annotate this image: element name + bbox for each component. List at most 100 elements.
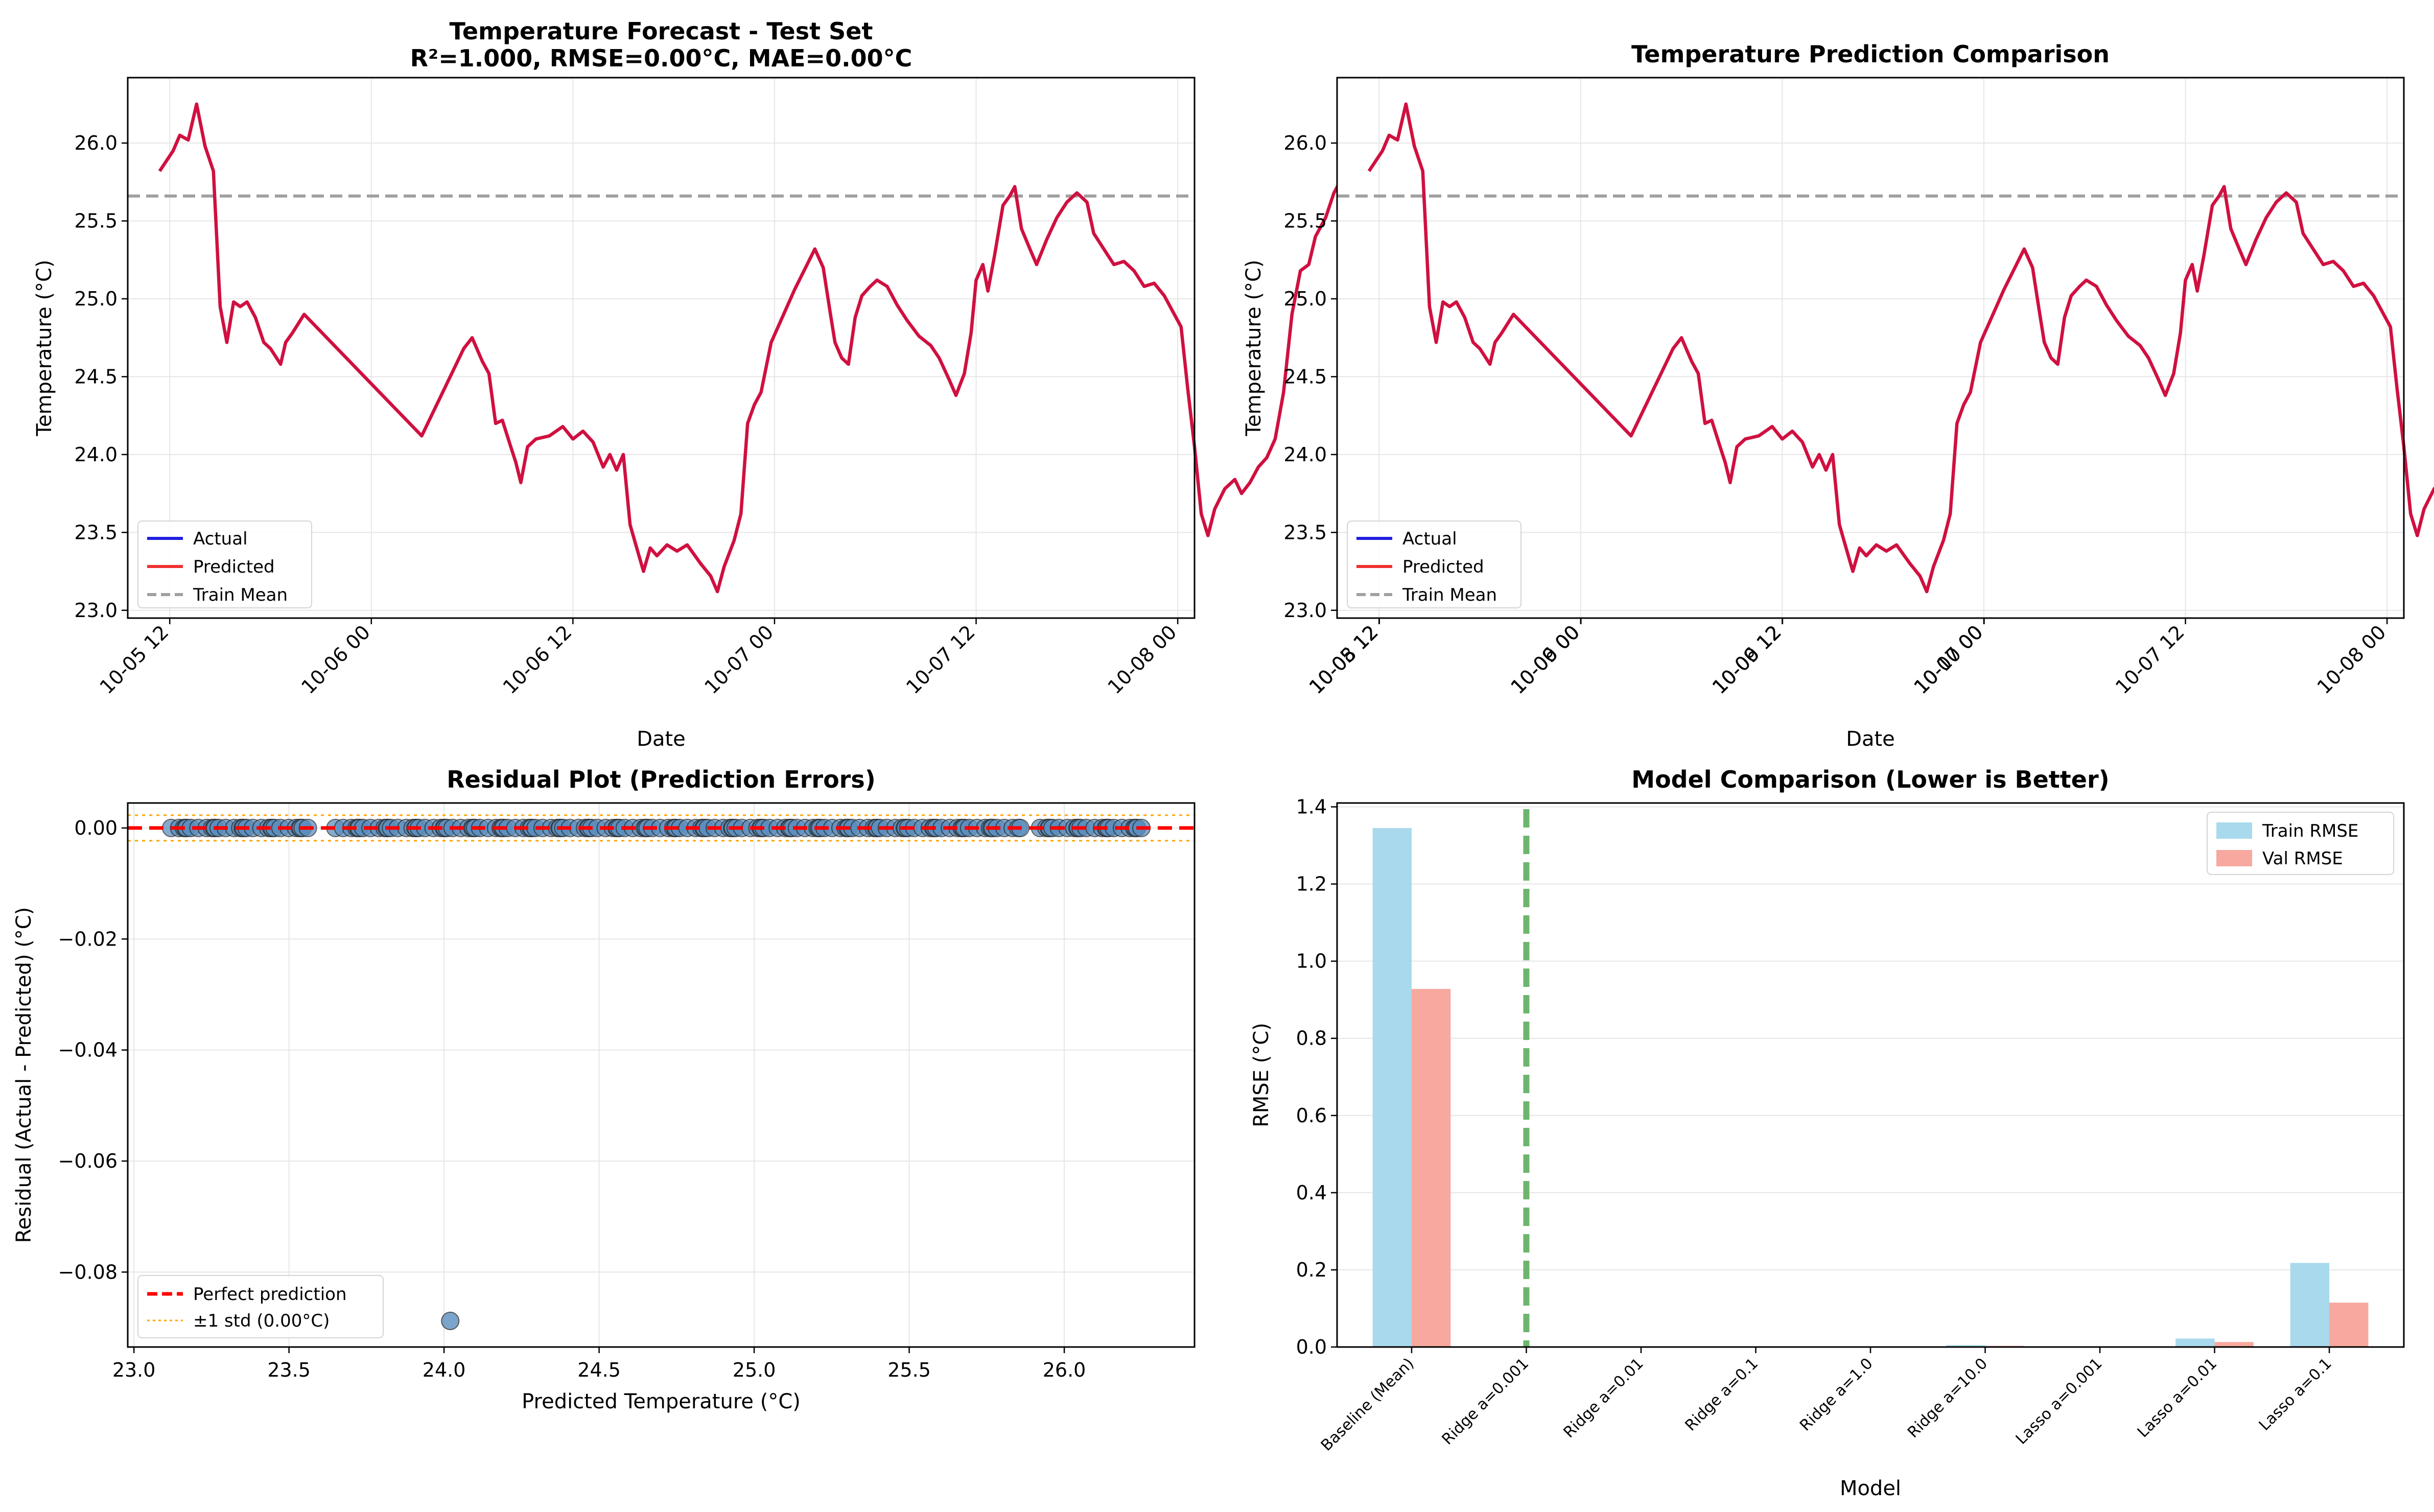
legend-label: Train RMSE xyxy=(2262,821,2358,841)
plot-area xyxy=(128,803,1195,1347)
y-tick-label: −0.02 xyxy=(58,928,118,950)
x-tick-label: 10-05 12 xyxy=(96,621,173,698)
y-tick-label: 24.5 xyxy=(74,365,118,388)
y-tick-label: 0.2 xyxy=(1296,1259,1327,1281)
y-tick-label: 23.5 xyxy=(1283,521,1327,544)
chart-title: Model Comparison (Lower is Better) xyxy=(1631,766,2109,793)
y-tick-label: 1.2 xyxy=(1296,873,1327,895)
chart-title: Temperature Prediction Comparison xyxy=(1631,40,2110,68)
y-tick-label: 0.8 xyxy=(1296,1027,1327,1050)
y-tick-label: 25.5 xyxy=(1283,210,1327,232)
y-axis-label: Residual (Actual - Predicted) (°C) xyxy=(12,907,36,1243)
x-axis-label: Predicted Temperature (°C) xyxy=(522,1390,801,1413)
bar-val xyxy=(2329,1303,2369,1347)
chart-panel-comparison: 10-05 12 10-06 00 10-06 12 10-07 00 10-07 12… xyxy=(1242,40,2434,751)
y-tick-label: 0.4 xyxy=(1296,1182,1327,1204)
axes-frame xyxy=(127,802,1196,1348)
x-tick-label: 24.5 xyxy=(577,1359,621,1381)
series-line-predicted xyxy=(158,102,1401,594)
chart-panel-residuals: 23.0 23.5 24.0 24.5 25.0 25.5 26.0 0.00 −0.02 −0.… xyxy=(12,766,1196,1413)
x-tick-label: Ridge a=1.0 xyxy=(1796,1355,1877,1435)
x-tick-label: 10-06 12 xyxy=(499,621,576,698)
x-tick-label: Ridge a=0.1 xyxy=(1682,1355,1762,1435)
x-tick-label: 26.0 xyxy=(1043,1359,1086,1381)
x-axis-label: Model xyxy=(1840,1477,1901,1500)
x-tick-label: 10-08 00 xyxy=(1104,621,1181,698)
bar-val xyxy=(2214,1342,2254,1347)
x-tick-label: Baseline (Mean) xyxy=(1318,1355,1418,1455)
y-axis-label: Temperature (°C) xyxy=(33,259,56,436)
y-tick-label: 24.5 xyxy=(1283,365,1327,388)
legend-box xyxy=(1347,521,1522,608)
x-tick-label: 10-06 12 xyxy=(1708,621,1786,698)
chart-title: Residual Plot (Prediction Errors) xyxy=(447,766,876,793)
chart-title: Temperature Forecast - Test Set xyxy=(450,17,873,45)
y-axis-label: Temperature (°C) xyxy=(1242,259,1266,436)
axes-frame xyxy=(1336,802,2405,1348)
x-tick-label: 10-06 00 xyxy=(1506,621,1584,698)
x-tick-label: 24.0 xyxy=(423,1359,466,1381)
y-tick-label: 0.0 xyxy=(1296,1336,1327,1358)
axes-frame xyxy=(127,77,1196,619)
chart-subtitle: R²=1.000, RMSE=0.00°C, MAE=0.00°C xyxy=(410,44,912,72)
x-tick-label: 10-07 00 xyxy=(1909,621,1987,698)
x-tick-label: 10-08 00 xyxy=(2313,621,2391,698)
legend-label: Train Mean xyxy=(193,585,288,605)
x-tick-label: 10-07 12 xyxy=(2111,621,2189,698)
x-tick-label: 23.0 xyxy=(112,1359,156,1381)
legend-label: Train Mean xyxy=(1402,585,1497,605)
x-axis-label: Date xyxy=(1846,727,1895,751)
x-tick-label: Ridge a=0.01 xyxy=(1560,1355,1647,1442)
y-tick-label: 0.00 xyxy=(74,817,118,839)
x-tick-label: Ridge a=0.001 xyxy=(1438,1355,1532,1449)
bar-train xyxy=(1372,828,1412,1347)
legend-box xyxy=(2207,812,2394,875)
bar-train xyxy=(1946,1345,1985,1347)
y-tick-label: 23.0 xyxy=(74,599,118,622)
legend-swatch xyxy=(2216,850,2252,866)
plot-area xyxy=(1337,803,2404,1347)
x-tick-label: 10-07 12 xyxy=(902,621,979,698)
y-axis-label: RMSE (°C) xyxy=(1250,1023,1273,1127)
series-line-predicted xyxy=(1367,102,2434,594)
legend-label: Predicted xyxy=(1402,557,1484,577)
x-tick-label: Ridge a=10.0 xyxy=(1904,1355,1991,1442)
y-tick-label: 1.4 xyxy=(1296,796,1327,818)
x-tick-label: 10-06 00 xyxy=(297,621,375,698)
y-tick-label: 23.5 xyxy=(74,521,118,544)
x-tick-label: Lasso a=0.1 xyxy=(2256,1355,2335,1434)
residual-point-outlier xyxy=(441,1311,460,1330)
legend-label: Perfect prediction xyxy=(193,1284,347,1305)
x-tick-label: 10-07 00 xyxy=(700,621,778,698)
x-tick-label: 23.5 xyxy=(267,1359,311,1381)
bar-train xyxy=(2175,1338,2215,1347)
legend-label: ±1 std (0.00°C) xyxy=(193,1311,330,1331)
y-tick-label: 26.0 xyxy=(1283,132,1327,154)
x-tick-label: 25.5 xyxy=(887,1359,931,1381)
legend-label: Predicted xyxy=(193,557,275,577)
y-tick-label: 25.0 xyxy=(1283,288,1327,310)
y-tick-label: 26.0 xyxy=(74,132,118,154)
y-tick-label: 23.0 xyxy=(1283,599,1327,622)
legend-box xyxy=(137,521,312,608)
legend-label: Actual xyxy=(1402,529,1457,549)
axes-frame xyxy=(1336,77,2405,619)
legend-box xyxy=(137,1275,384,1338)
x-tick-label: 10-05 12 xyxy=(1305,621,1383,698)
y-tick-label: 25.0 xyxy=(74,288,118,310)
x-axis-label: Date xyxy=(637,727,686,751)
y-tick-label: 0.6 xyxy=(1296,1104,1327,1127)
x-tick-label: Lasso a=0.01 xyxy=(2134,1355,2220,1441)
x-tick-label: 25.0 xyxy=(733,1359,776,1381)
y-tick-label: 1.0 xyxy=(1296,950,1327,973)
y-tick-label: −0.08 xyxy=(58,1261,118,1283)
bar-train xyxy=(2290,1263,2330,1347)
bar-val xyxy=(1411,989,1451,1347)
y-tick-label: −0.06 xyxy=(58,1150,118,1172)
y-tick-label: 24.0 xyxy=(1283,443,1327,466)
legend-label: Actual xyxy=(193,529,248,549)
legend-label: Val RMSE xyxy=(2262,848,2343,869)
y-tick-label: 25.5 xyxy=(74,210,118,232)
